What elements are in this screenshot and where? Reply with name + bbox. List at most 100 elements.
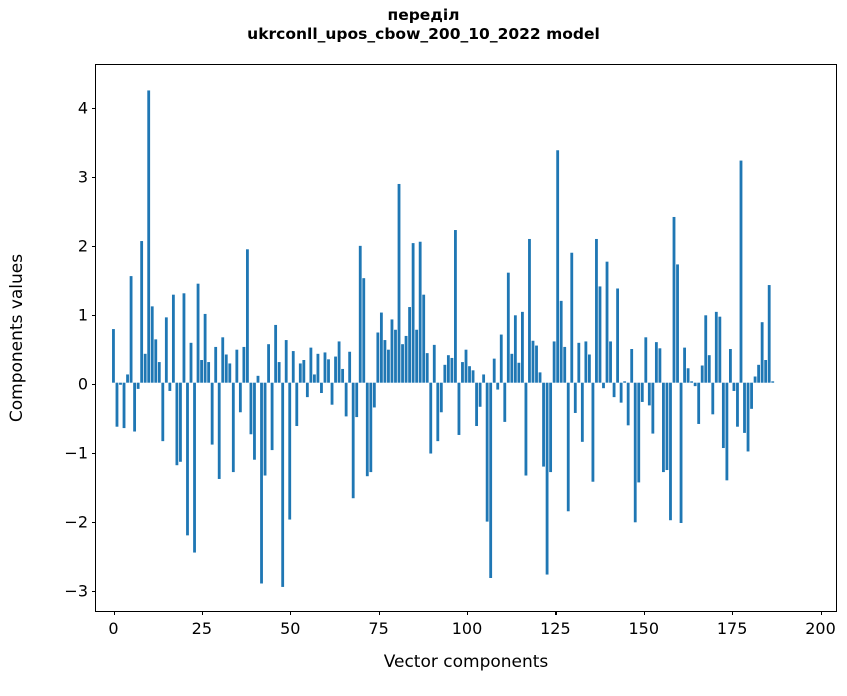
bar (175, 382, 179, 466)
bar (362, 278, 366, 383)
bar (203, 313, 207, 383)
bar (334, 356, 337, 383)
bar (157, 362, 161, 383)
bar (126, 374, 129, 383)
x-tick-mark (820, 611, 822, 616)
bar (602, 382, 605, 389)
bar (669, 382, 672, 521)
bar (450, 357, 454, 383)
bar (640, 382, 644, 402)
bar (228, 363, 232, 383)
bar (432, 344, 436, 383)
y-tick-label: 3 (77, 167, 88, 187)
bar (563, 346, 567, 383)
bar (288, 382, 292, 520)
bar (570, 252, 574, 383)
bar (422, 294, 426, 383)
bar (274, 324, 278, 383)
bar (513, 315, 517, 383)
bar (535, 345, 538, 383)
bar (154, 339, 158, 383)
bar (256, 375, 260, 383)
bar (475, 382, 478, 427)
bar (609, 341, 612, 383)
bar (736, 382, 739, 427)
bar (697, 382, 701, 424)
bar (372, 382, 376, 408)
bar (489, 382, 493, 578)
bar (221, 337, 225, 383)
bar (253, 382, 256, 460)
bar (140, 241, 144, 383)
x-tick-label: 125 (540, 619, 571, 638)
bar (468, 366, 471, 383)
bar (298, 363, 302, 383)
bar (379, 312, 383, 383)
bar (464, 349, 468, 383)
bar (552, 341, 556, 383)
bar (732, 382, 736, 391)
bar (573, 382, 577, 413)
bar (179, 382, 182, 462)
bar (718, 316, 722, 383)
bar (524, 382, 528, 476)
bar (164, 317, 168, 383)
x-tick-label: 25 (191, 619, 213, 638)
bar (358, 245, 362, 383)
bar (443, 364, 447, 383)
y-tick-mark (91, 590, 96, 593)
bar (330, 382, 334, 405)
bar (690, 381, 694, 383)
bar (591, 382, 595, 482)
bar (665, 382, 669, 471)
y-tick-mark (91, 176, 96, 178)
bar (626, 382, 630, 426)
bar (411, 243, 415, 383)
bar (238, 382, 242, 413)
plot-axes: 4 3 2 1 0 −1 −2 −3 0 25 50 75 100 125 150 175 200 (64, 64, 837, 638)
bar (295, 382, 299, 427)
bar (651, 382, 655, 434)
bar (595, 238, 598, 383)
x-tick-mark (378, 611, 380, 616)
bar (429, 382, 433, 454)
bar (418, 241, 422, 383)
bar (616, 288, 620, 383)
bar (471, 370, 475, 383)
bar (193, 382, 196, 553)
bar (344, 382, 348, 417)
x-tick-mark (732, 611, 734, 616)
bar (566, 382, 570, 512)
x-axis-label-text: Vector components (383, 652, 549, 672)
bar (281, 382, 285, 587)
bar (728, 348, 732, 383)
bar (305, 382, 309, 398)
bar (619, 382, 623, 403)
bar (672, 216, 676, 383)
bar (753, 376, 757, 383)
y-tick-mark (91, 521, 96, 524)
x-tick-label: 0 (108, 619, 119, 638)
bar (302, 360, 306, 383)
bar (556, 150, 560, 383)
bar (644, 337, 648, 383)
bar (186, 382, 189, 536)
bar (168, 382, 172, 391)
y-axis-label-text: Components values (7, 253, 27, 423)
bar (277, 362, 281, 383)
x-tick-label: 175 (716, 619, 748, 638)
bar (478, 382, 482, 407)
bar (189, 342, 193, 383)
bar (662, 382, 665, 473)
chart-title: переділ ukrconll_upos_cbow_200_10_2022 m… (0, 6, 847, 44)
bar (633, 382, 637, 523)
bar (133, 382, 137, 432)
bar (263, 382, 267, 476)
bar (584, 341, 588, 383)
x-tick-label: 200 (805, 619, 836, 638)
bar (637, 382, 641, 483)
bar (714, 311, 718, 383)
bar (750, 382, 753, 409)
y-tick-label: −1 (64, 443, 88, 463)
